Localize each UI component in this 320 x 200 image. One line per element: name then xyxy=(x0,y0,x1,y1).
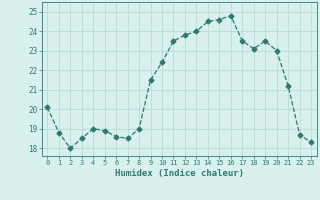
X-axis label: Humidex (Indice chaleur): Humidex (Indice chaleur) xyxy=(115,169,244,178)
